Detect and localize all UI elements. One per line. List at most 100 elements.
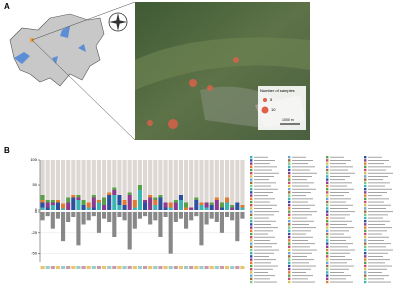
legend-text-placeholder xyxy=(330,198,351,200)
category-marker xyxy=(102,266,107,269)
legend-text-placeholder xyxy=(368,172,393,174)
legend-swatch xyxy=(250,181,253,184)
legend-swatch xyxy=(288,236,291,239)
panel-label: B xyxy=(4,146,10,155)
legend-text-placeholder xyxy=(292,214,312,216)
legend-swatch xyxy=(250,184,253,188)
legend-swatch xyxy=(364,242,367,245)
legend-text-placeholder xyxy=(254,246,272,248)
legend-swatch xyxy=(288,213,291,216)
bar-segment xyxy=(153,205,158,210)
lower-bar xyxy=(107,212,112,222)
legend-text-placeholder xyxy=(368,166,391,168)
category-marker xyxy=(61,266,66,269)
legend-swatch xyxy=(326,210,329,213)
legend-text-placeholder xyxy=(330,176,350,177)
legend-text-placeholder xyxy=(330,275,351,277)
category-marker xyxy=(137,266,142,269)
category-marker xyxy=(81,266,86,269)
legend-swatch xyxy=(326,258,329,261)
bar-segment xyxy=(112,160,117,188)
legend-swatch xyxy=(364,181,367,184)
bar-segment xyxy=(225,160,230,198)
bar-segment xyxy=(102,197,107,205)
panel-label: A xyxy=(4,2,10,11)
legend-text-placeholder xyxy=(292,192,311,193)
legend-swatch xyxy=(288,226,291,229)
bar-segment xyxy=(204,202,209,208)
legend-text-placeholder xyxy=(254,211,279,213)
legend-text-placeholder xyxy=(292,262,309,264)
bar-segment xyxy=(204,160,209,203)
bar-segment xyxy=(96,160,101,200)
legend-swatch xyxy=(250,159,253,162)
legend-swatch xyxy=(288,165,291,168)
legend-swatch xyxy=(364,261,367,264)
legend-swatch xyxy=(364,264,367,268)
legend-swatch xyxy=(250,194,253,197)
legend-swatch xyxy=(326,252,329,255)
legend-text-placeholder xyxy=(292,217,307,219)
legend-text-placeholder xyxy=(292,240,308,241)
category-marker xyxy=(209,266,214,269)
legend-swatch xyxy=(326,184,329,188)
bar-segment xyxy=(107,160,112,193)
legend-swatch xyxy=(288,207,291,210)
bar-segment xyxy=(96,200,101,203)
category-marker xyxy=(158,266,163,269)
legend-swatch xyxy=(326,242,329,245)
legend-text-placeholder xyxy=(254,230,273,232)
lower-bar xyxy=(153,212,158,221)
legend-swatch xyxy=(364,165,367,168)
legend-text-placeholder xyxy=(330,233,344,235)
legend-text-placeholder xyxy=(254,179,269,181)
legend-text-placeholder xyxy=(330,188,354,190)
category-marker xyxy=(235,266,240,269)
legend-swatch xyxy=(288,274,291,277)
legend-text-placeholder xyxy=(254,163,270,165)
bar-segment xyxy=(71,160,76,195)
lower-bar xyxy=(178,212,183,219)
lower-bar xyxy=(184,212,189,229)
legend-text-placeholder xyxy=(292,249,317,251)
lake xyxy=(52,26,86,64)
bar-segment xyxy=(66,202,71,210)
legend-swatch xyxy=(250,200,253,204)
legend-swatch xyxy=(326,248,329,252)
lower-bar xyxy=(71,212,76,217)
lower-bar xyxy=(40,212,45,221)
bar-segment xyxy=(45,160,50,200)
legend-swatch xyxy=(250,268,253,271)
sample-site xyxy=(207,85,213,91)
legend-swatch xyxy=(364,213,367,216)
legend-swatch xyxy=(326,255,329,258)
bar-segment xyxy=(230,207,235,210)
bar-segment xyxy=(66,197,71,203)
legend-text-placeholder xyxy=(330,182,352,184)
legend-text-placeholder xyxy=(292,233,306,235)
bar-segment xyxy=(91,160,96,195)
legend-swatch xyxy=(326,213,329,216)
legend-text-placeholder xyxy=(292,275,313,277)
legend-text-placeholder xyxy=(368,188,392,190)
legend-swatch xyxy=(326,162,329,165)
bar-segment xyxy=(184,160,189,203)
legend-text-placeholder xyxy=(368,227,392,229)
legend-text-placeholder xyxy=(254,169,272,171)
bar-segment xyxy=(71,195,76,198)
legend-text-placeholder xyxy=(292,252,312,254)
legend-text-placeholder xyxy=(254,252,274,254)
legend-swatch xyxy=(326,216,329,220)
legend-text-placeholder xyxy=(330,224,347,225)
bar-segment xyxy=(194,200,199,210)
legend-text-placeholder xyxy=(368,252,388,254)
bar-segment xyxy=(173,200,178,203)
legend-swatch xyxy=(326,197,329,200)
legend-swatch xyxy=(326,181,329,184)
category-marker xyxy=(184,266,189,269)
bar-segment xyxy=(91,197,96,208)
bar-segment xyxy=(86,160,91,203)
legend-text-placeholder xyxy=(330,268,349,270)
bar-segment xyxy=(153,197,158,200)
